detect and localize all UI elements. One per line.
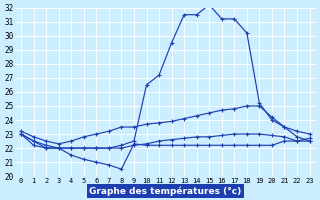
X-axis label: Graphe des températures (°c): Graphe des températures (°c) <box>89 186 242 196</box>
